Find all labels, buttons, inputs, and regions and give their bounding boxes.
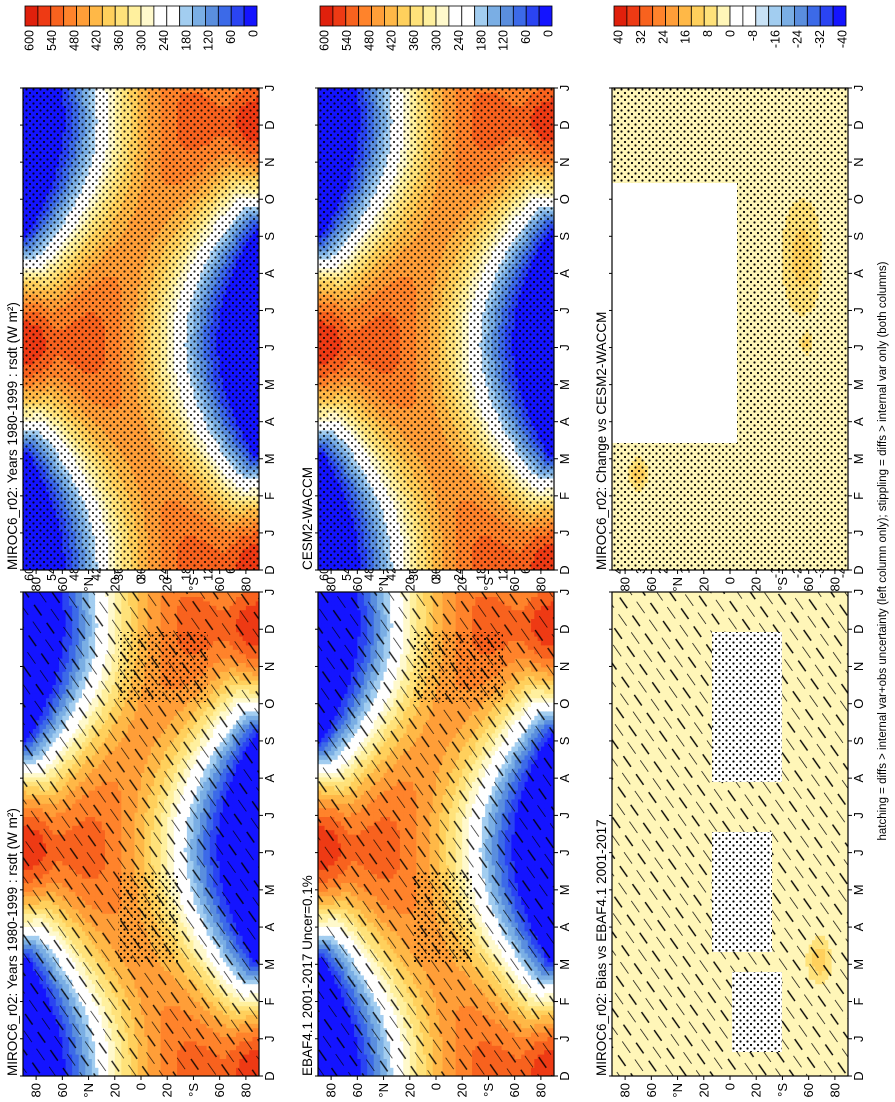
panels-layer: 80 60 °N 20 0 20 °S 60 80DJFMAMJJASONDJMIROC6_r0… — [5, 5, 866, 1098]
panel-1: 80 60 °N 20 0 20 °S 60 80DJFMAMJJASONDJMIROC6_r0… — [5, 535, 277, 1098]
